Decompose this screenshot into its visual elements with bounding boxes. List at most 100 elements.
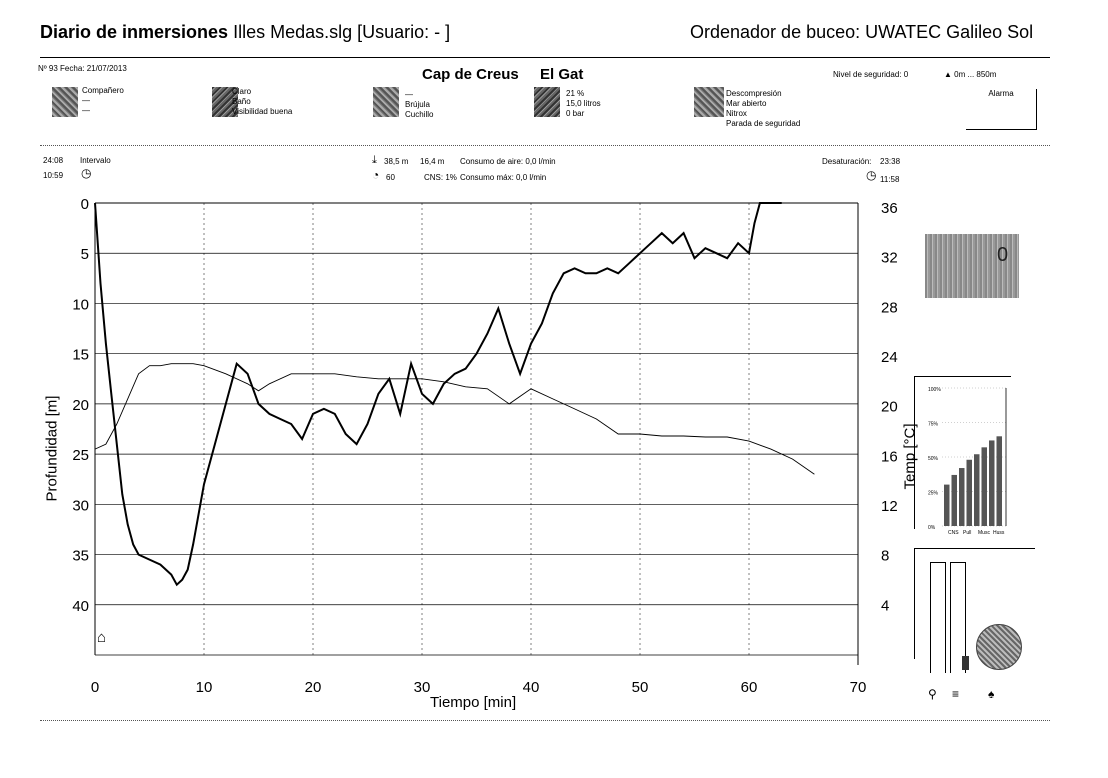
depth-tick-label: 20	[72, 397, 89, 414]
temp-tick-label: 4	[881, 597, 889, 614]
house-icon: ⌂	[97, 629, 107, 646]
depth-profile-line	[94, 202, 782, 587]
dive-type-icon	[694, 87, 724, 117]
desaturation-label: Desaturación:	[822, 157, 872, 166]
alarm-label: Alarma	[988, 89, 1014, 98]
current-temp: 0	[997, 244, 1009, 266]
tank-level	[962, 656, 969, 670]
conditions-info: Claro Baño Visibilidad buena	[232, 87, 293, 116]
gas-tick-label: 25%	[928, 491, 939, 497]
temperature-display: 0	[925, 234, 1019, 298]
diver-icon: ⚲	[928, 687, 937, 701]
interval-label: Intervalo	[80, 156, 111, 165]
log-title: Diario de inmersiones Illes Medas.slg [U…	[40, 22, 450, 43]
time-tick-label: 70	[850, 679, 867, 696]
gas-tick-label: 0%	[928, 525, 936, 531]
max-consumption: Consumo máx: 0,0 l/min	[460, 173, 547, 182]
time-tick-label: 0	[91, 679, 99, 696]
gas-panel	[914, 376, 1011, 529]
gas-tick-label: 75%	[928, 422, 939, 428]
depth-tick-label: 0	[81, 196, 89, 213]
cns-value: CNS: 1%	[424, 173, 457, 182]
tissue-bar	[951, 474, 957, 526]
avg-depth: 16,4 m	[420, 157, 445, 166]
y-axis-label: Profundidad [m]	[43, 395, 61, 502]
air-consumption: Consumo de aire: 0,0 l/min	[460, 157, 556, 166]
bottom-panel	[914, 548, 1035, 659]
temperature-line	[94, 363, 815, 475]
dive-number-date: Nº 93 Fecha: 21/07/2013	[38, 64, 127, 73]
timer-icon: ◔	[372, 168, 380, 182]
tank-icon	[534, 87, 560, 117]
temp-tick-label: 28	[881, 299, 898, 316]
equipment-icon	[373, 87, 399, 117]
log-file-name: Illes Medas.slg [Usuario: - ]	[233, 22, 451, 42]
buddy-icon	[52, 87, 78, 117]
temp-tick-label: 16	[881, 448, 898, 465]
lungs-icon: ♠	[988, 687, 995, 701]
temp-tick-label: 20	[881, 399, 898, 416]
safety-level: Nivel de seguridad: 0	[833, 70, 909, 79]
temp-tick-label: 36	[881, 200, 898, 217]
max-time: 60	[386, 173, 395, 182]
depth-tick-label: 15	[72, 347, 89, 364]
dive-duration: 24:08	[43, 156, 64, 165]
chart-grid	[95, 203, 858, 656]
header-divider	[40, 57, 1050, 58]
chart-axes: 0 5 10 15 20 25 30 35 40 0 10 20 30 40 50 60 70 36 32 28 24 2…	[72, 196, 897, 696]
time-tick-label: 30	[414, 679, 431, 696]
dive-computer-name: Ordenador de buceo: UWATEC Galileo Sol	[690, 22, 1034, 42]
temp-tick-label: 32	[881, 250, 898, 267]
gas-tick-label: 50%	[928, 456, 939, 462]
depth-tick-label: 10	[72, 296, 89, 313]
tissue-bar	[989, 440, 995, 526]
gas-info: 21 % 15,0 litros 0 bar	[566, 89, 601, 118]
dive-spot: El Gat	[540, 66, 584, 83]
tank-outline-2	[950, 562, 966, 673]
clock-icon: ◷	[81, 166, 92, 180]
info-divider	[40, 145, 1050, 146]
temp-tick-label: 12	[881, 498, 898, 515]
time-tick-label: 10	[196, 679, 213, 696]
temp-tick-label: 24	[881, 349, 898, 366]
altitude-range: ▲ 0m ... 850m	[944, 70, 997, 79]
tissue-label: Huss	[993, 530, 1005, 536]
fin-icon: ≡	[952, 687, 960, 701]
time-tick-label: 40	[523, 679, 540, 696]
depth-tick-label: 25	[72, 447, 89, 464]
tissue-bar	[996, 436, 1002, 526]
time-tick-label: 20	[305, 679, 322, 696]
depth-arrow-icon: ⤓	[372, 154, 377, 166]
weather-icon	[212, 87, 238, 117]
mountain-icon: ▲	[944, 70, 952, 79]
dive-type-info: Descompresión Mar abierto Nitrox Parada de …	[726, 89, 801, 128]
gas-tick-label: 100%	[928, 387, 941, 393]
tissue-label: Musc	[978, 530, 990, 536]
tissue-bar-chart: 100% 75% 50% 25% 0% CNS Pull Musc Huss	[928, 387, 1007, 536]
depth-tick-label: 5	[81, 246, 89, 263]
dive-site: Cap de Creus	[422, 66, 519, 83]
chart-series	[94, 202, 815, 587]
time-tick-label: 50	[632, 679, 649, 696]
no-fly-time: 11:58	[880, 175, 900, 184]
tissue-bar	[981, 447, 987, 526]
equipment-info: — Brújula Cuchillo	[405, 90, 434, 119]
tissue-bar	[944, 484, 950, 526]
compass-icon	[976, 624, 1022, 670]
dive-start-time: 10:59	[43, 171, 64, 180]
footer-divider	[40, 720, 1050, 721]
log-title-bold: Diario de inmersiones	[40, 22, 229, 42]
tissue-bar	[974, 454, 980, 526]
alarm-box: Alarma	[966, 89, 1037, 130]
depth-tick-label: 30	[72, 497, 89, 514]
no-fly-icon: ◷	[866, 168, 877, 182]
tissue-bar	[959, 468, 965, 526]
temp-tick-label: 8	[881, 548, 889, 565]
tissue-bar	[966, 459, 972, 526]
buddy-info: Compañero — —	[82, 86, 124, 115]
desaturation-time: 23:38	[880, 157, 901, 166]
tissue-label: CNS	[948, 530, 959, 536]
tank-outline	[930, 562, 946, 673]
time-tick-label: 60	[741, 679, 758, 696]
